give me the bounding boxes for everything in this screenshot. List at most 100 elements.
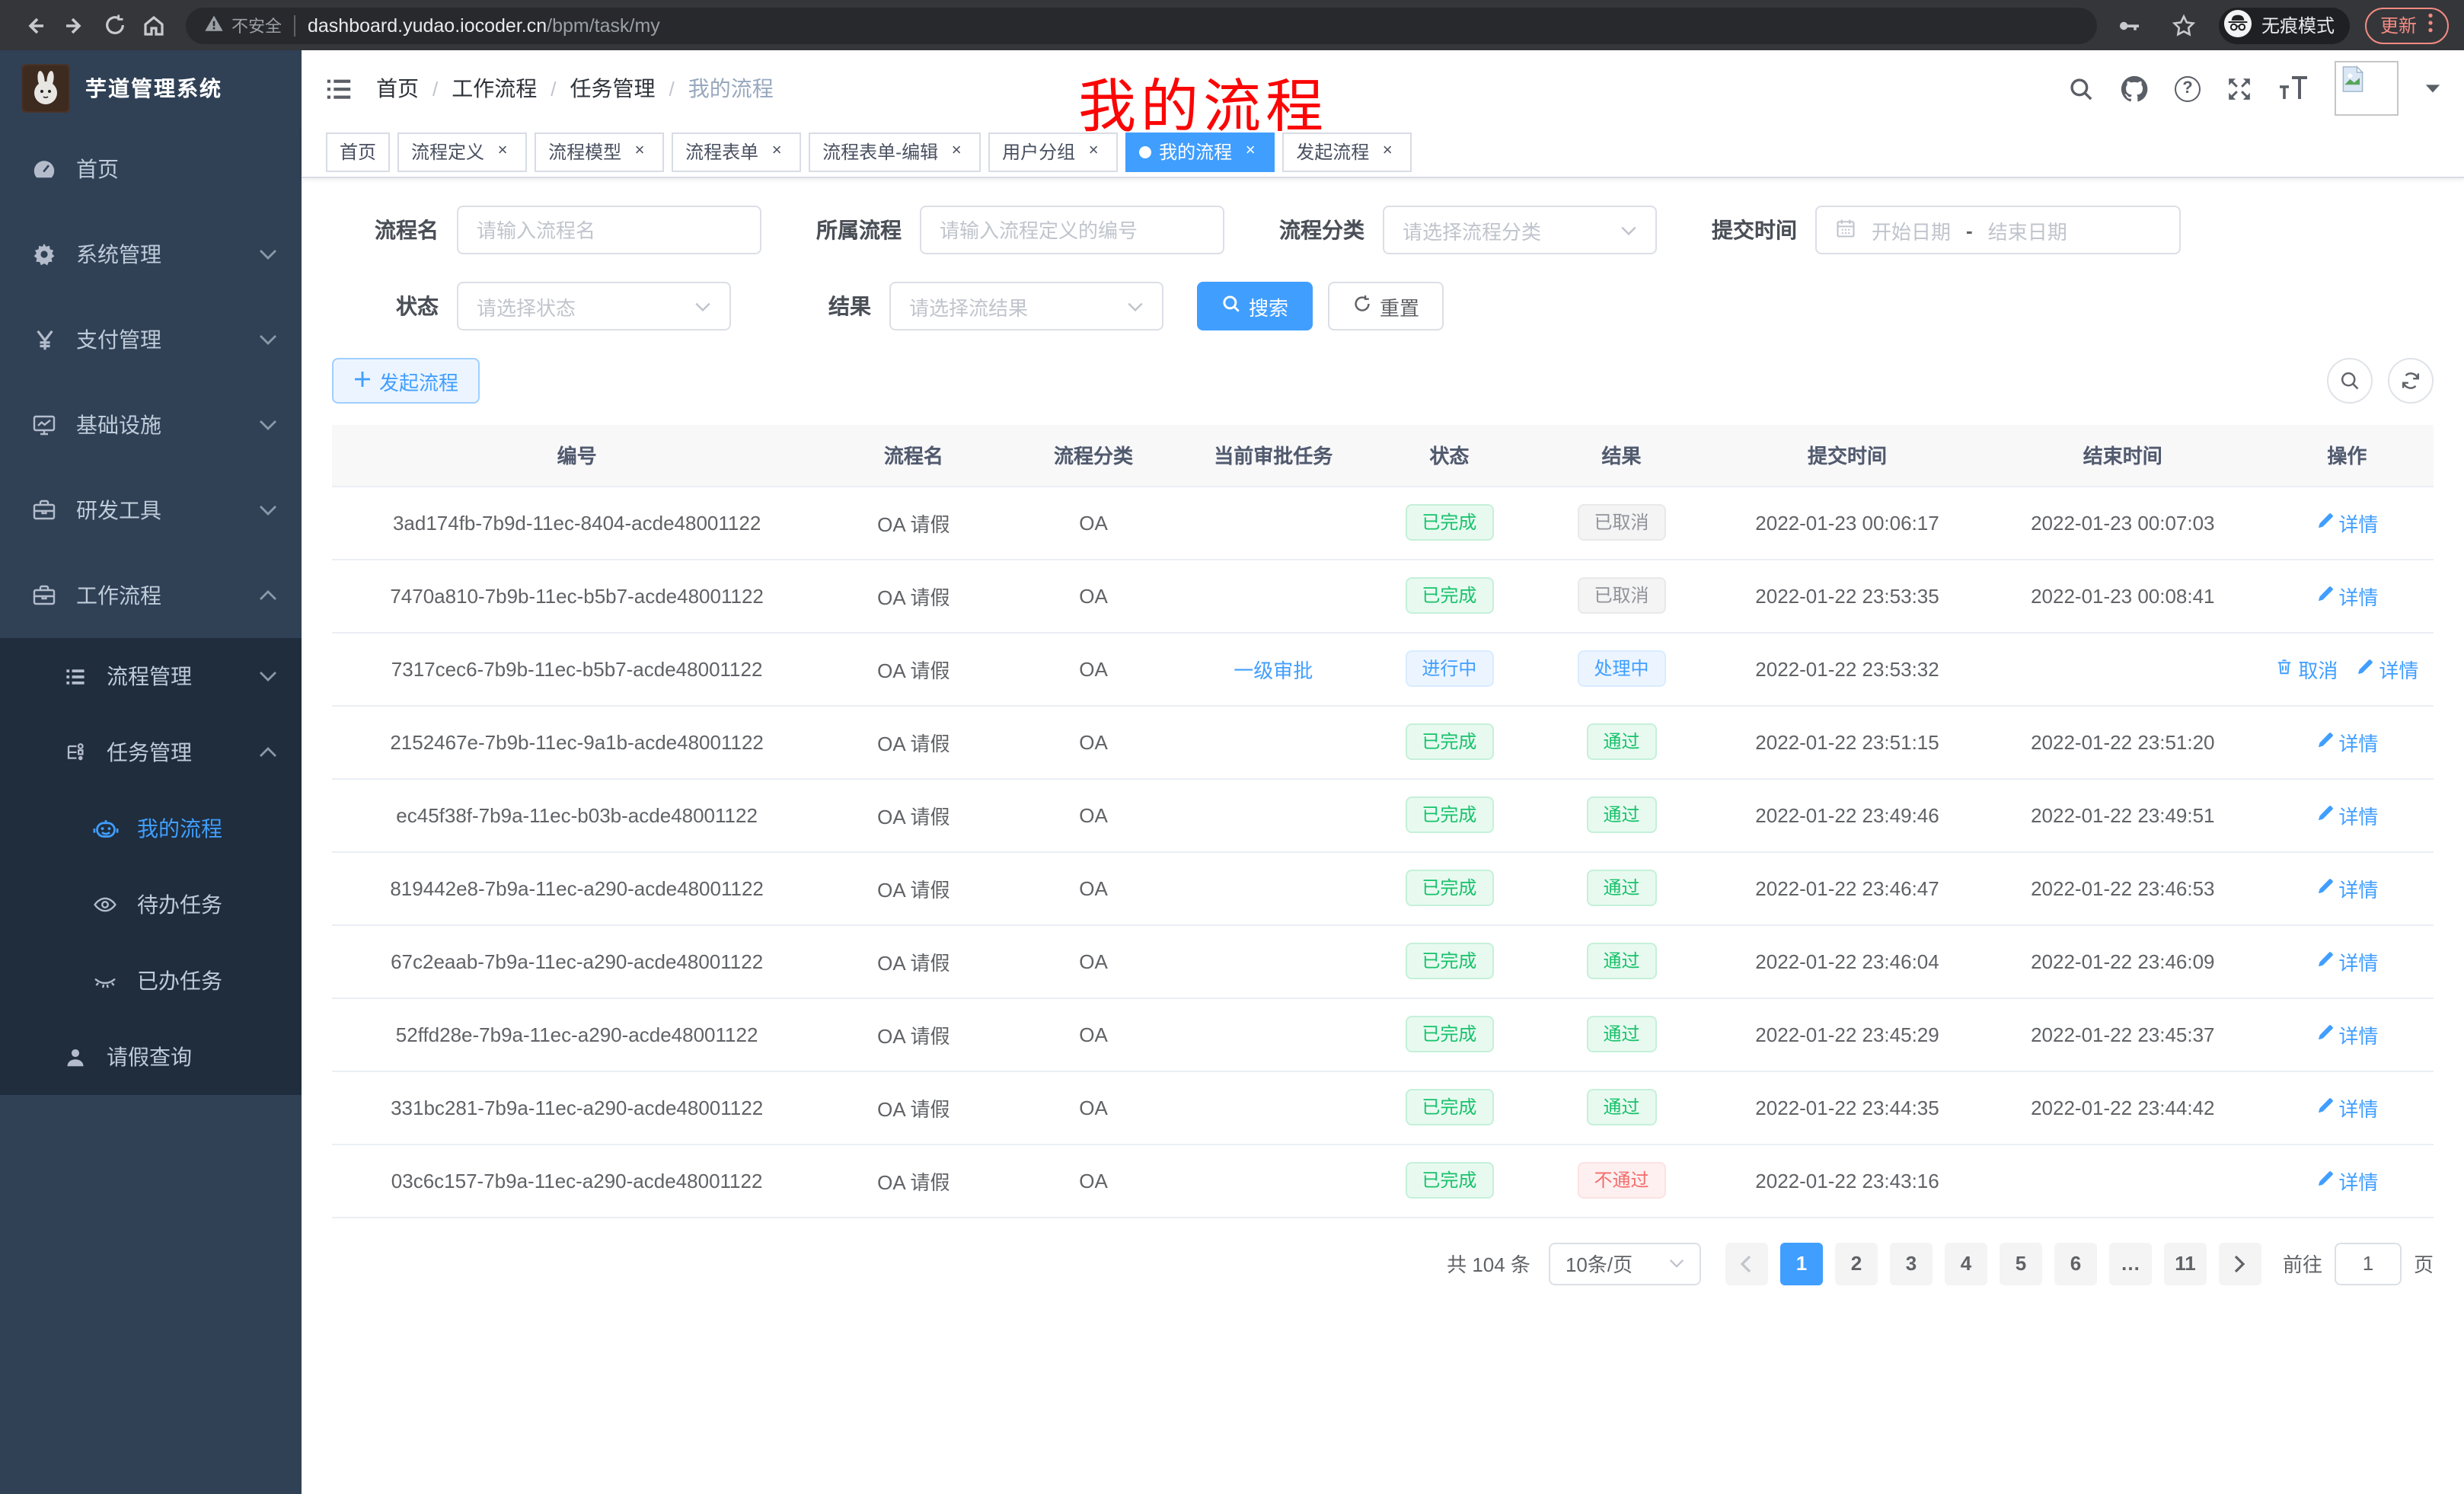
prev-page-icon[interactable] — [1725, 1242, 1768, 1285]
goto-page-input[interactable] — [2334, 1242, 2402, 1285]
page-button-6[interactable]: 6 — [2054, 1242, 2097, 1285]
process-name-input[interactable] — [457, 206, 761, 254]
kebab-menu-icon[interactable] — [2427, 12, 2434, 38]
sidebar-item-home[interactable]: 首页 — [0, 126, 302, 212]
status-badge: 通过 — [1586, 870, 1657, 906]
hamburger-icon[interactable] — [324, 74, 353, 103]
sidebar-item-todo-tasks[interactable]: 待办任务 — [0, 867, 302, 943]
tab-close-icon[interactable]: × — [634, 141, 645, 159]
tab-7[interactable]: 发起流程 × — [1282, 132, 1412, 171]
action-detail-link[interactable]: 详情 — [2316, 581, 2378, 610]
status-badge: 已取消 — [1577, 504, 1666, 541]
tab-label: 发起流程 — [1296, 142, 1370, 163]
sidebar-item-infra[interactable]: 基础设施 — [0, 382, 302, 468]
sidebar-item-workflow[interactable]: 工作流程 — [0, 553, 302, 638]
github-icon[interactable] — [2120, 74, 2149, 103]
bookmark-star-icon[interactable] — [2164, 5, 2204, 45]
create-process-button[interactable]: 发起流程 — [332, 358, 480, 404]
tab-close-icon[interactable]: × — [771, 141, 782, 159]
page-button-5[interactable]: 5 — [1999, 1242, 2042, 1285]
refresh-table-icon[interactable] — [2388, 358, 2434, 404]
breadcrumb-home[interactable]: 首页 — [376, 76, 419, 101]
page-button-4[interactable]: 4 — [1944, 1242, 1987, 1285]
tab-0[interactable]: 首页 — [326, 132, 391, 171]
incognito-icon — [2223, 8, 2252, 42]
tab-close-icon[interactable]: × — [497, 141, 508, 159]
tab-4[interactable]: 流程表单-编辑 × — [809, 132, 981, 171]
action-detail-link[interactable]: 详情 — [2316, 947, 2378, 975]
date-range-picker[interactable]: 开始日期 - 结束日期 — [1815, 206, 2181, 254]
action-detail-link[interactable]: 详情 — [2316, 800, 2378, 829]
font-size-icon[interactable] — [2278, 76, 2309, 101]
breadcrumb-task-mgmt[interactable]: 任务管理 — [570, 76, 656, 101]
sidebar-item-my-process[interactable]: 我的流程 — [0, 790, 302, 867]
action-detail-link[interactable]: 详情 — [2316, 1093, 2378, 1122]
tab-close-icon[interactable]: × — [1382, 141, 1393, 159]
reset-button[interactable]: 重置 — [1328, 282, 1444, 330]
browser-back-icon[interactable] — [15, 5, 55, 45]
next-page-icon[interactable] — [2218, 1242, 2261, 1285]
app-logo-row[interactable]: 芋道管理系统 — [0, 50, 302, 126]
caret-down-icon[interactable] — [2424, 82, 2441, 94]
action-detail-link[interactable]: 详情 — [2356, 654, 2418, 683]
address-bar[interactable]: 不安全 dashboard.yudao.iocoder.cn/bpm/task/… — [186, 7, 2097, 43]
search-button[interactable]: 搜索 — [1197, 282, 1313, 330]
browser-forward-icon[interactable] — [55, 5, 94, 45]
avatar-broken-image[interactable] — [2335, 61, 2399, 116]
key-icon[interactable] — [2109, 5, 2149, 45]
tab-close-icon[interactable]: × — [951, 141, 962, 159]
page-button-3[interactable]: 3 — [1889, 1242, 1933, 1285]
action-detail-link[interactable]: 详情 — [2316, 1166, 2378, 1195]
sidebar-item-leave-query[interactable]: 请假查询 — [0, 1019, 302, 1095]
tab-1[interactable]: 流程定义 × — [397, 132, 528, 171]
filter-label: 所属流程 — [816, 218, 902, 242]
current-task-link[interactable]: 一级审批 — [1234, 659, 1313, 682]
cell-end-time: 2022-01-23 00:08:41 — [1984, 559, 2261, 633]
page-button-2[interactable]: 2 — [1834, 1242, 1878, 1285]
filter-label: 流程名 — [375, 218, 439, 242]
toggle-search-icon[interactable] — [2327, 358, 2373, 404]
tab-close-icon[interactable]: × — [1088, 141, 1099, 159]
sidebar-item-label: 首页 — [76, 157, 119, 181]
action-cancel-link[interactable]: 取消 — [2275, 654, 2338, 683]
process-category-select[interactable]: 请选择流程分类 — [1383, 206, 1657, 254]
security-warning[interactable]: 不安全 — [204, 13, 282, 37]
browser-home-icon[interactable] — [134, 5, 174, 45]
page-size-select[interactable]: 10条/页 — [1548, 1242, 1701, 1285]
sidebar-item-done-tasks[interactable]: 已办任务 — [0, 943, 302, 1019]
tab-2[interactable]: 流程模型 × — [535, 132, 665, 171]
action-detail-link[interactable]: 详情 — [2316, 508, 2378, 537]
cell-end-time: 2022-01-22 23:49:51 — [1984, 778, 2261, 852]
sidebar-item-process-mgmt[interactable]: 流程管理 — [0, 638, 302, 714]
tab-5[interactable]: 用户分组 × — [988, 132, 1119, 171]
action-detail-link[interactable]: 详情 — [2316, 727, 2378, 756]
cell-status: 已完成 — [1364, 486, 1534, 560]
sidebar-item-task-mgmt[interactable]: 任务管理 — [0, 714, 302, 790]
navbar: 首页 / 工作流程 / 任务管理 / 我的流程 我的流程 ? — [302, 50, 2464, 140]
cell-process-name: OA 请假 — [822, 1144, 1006, 1218]
action-detail-link[interactable]: 详情 — [2316, 1020, 2378, 1049]
cell-result: 通过 — [1533, 705, 1710, 779]
page-button-1[interactable]: 1 — [1779, 1242, 1823, 1285]
process-definition-input[interactable] — [920, 206, 1224, 254]
page-ellipsis[interactable]: … — [2108, 1242, 2152, 1285]
browser-reload-icon[interactable] — [94, 5, 134, 45]
tab-close-icon[interactable]: × — [1245, 141, 1256, 159]
breadcrumb-workflow[interactable]: 工作流程 — [452, 76, 538, 101]
sidebar-item-label: 系统管理 — [76, 242, 161, 267]
status-select[interactable]: 请选择状态 — [457, 282, 731, 330]
sidebar-item-system[interactable]: 系统管理 — [0, 212, 302, 297]
fullscreen-icon[interactable] — [2226, 75, 2252, 101]
tab-6-active[interactable]: 我的流程 × — [1125, 132, 1275, 171]
cell-current-task — [1181, 486, 1365, 560]
help-icon[interactable]: ? — [2175, 75, 2201, 101]
result-select[interactable]: 请选择流结果 — [889, 282, 1163, 330]
browser-update-button[interactable]: 更新 — [2364, 7, 2449, 43]
sidebar-item-payment[interactable]: 支付管理 — [0, 297, 302, 382]
search-icon[interactable] — [2068, 75, 2094, 101]
page-button-11[interactable]: 11 — [2163, 1242, 2207, 1285]
action-detail-link[interactable]: 详情 — [2316, 873, 2378, 902]
cell-end-time: 2022-01-22 23:44:42 — [1984, 1071, 2261, 1144]
sidebar-item-devtools[interactable]: 研发工具 — [0, 468, 302, 553]
tab-3[interactable]: 流程表单 × — [672, 132, 802, 171]
